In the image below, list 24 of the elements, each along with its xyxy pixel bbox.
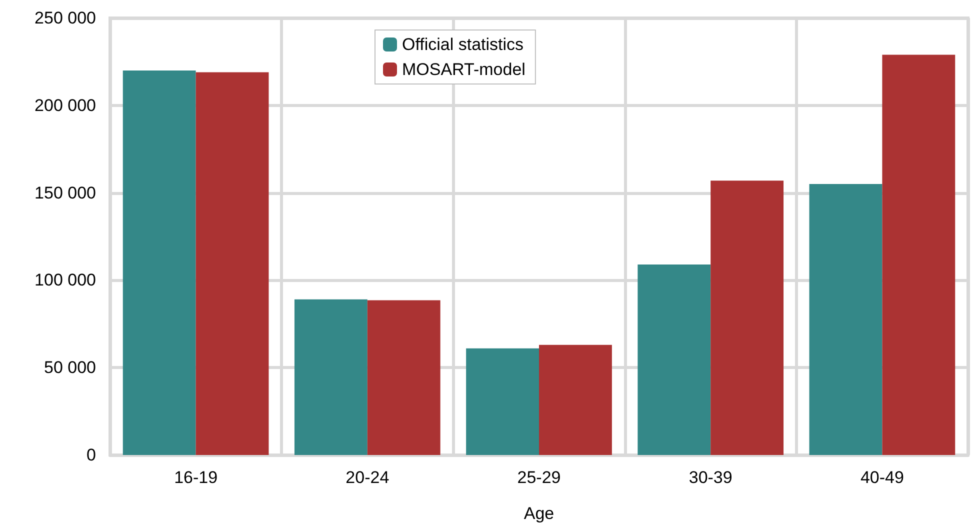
legend-label: MOSART-model xyxy=(402,60,526,79)
bar xyxy=(122,70,196,455)
x-tick-label: 40-49 xyxy=(860,468,904,487)
x-tick-label: 16-19 xyxy=(174,468,218,487)
bar xyxy=(638,264,711,455)
x-tick-label: 30-39 xyxy=(688,468,732,487)
y-tick-label: 200 000 xyxy=(34,96,96,115)
y-tick-label: 150 000 xyxy=(34,183,96,202)
bar xyxy=(809,184,882,455)
bar xyxy=(294,299,368,455)
y-tick-label: 50 000 xyxy=(44,358,96,378)
bar xyxy=(539,344,612,455)
y-tick-label: 0 xyxy=(86,446,96,464)
bar xyxy=(710,180,784,455)
x-tick-label: 25-29 xyxy=(517,468,561,487)
bar xyxy=(466,348,539,455)
bar xyxy=(882,54,956,455)
y-tick-label: 250 000 xyxy=(34,8,96,28)
bar xyxy=(196,72,269,455)
legend-label: Official statistics xyxy=(402,35,524,54)
x-tick-label: 20-24 xyxy=(346,468,390,487)
x-axis-title: Age xyxy=(524,504,554,523)
bar xyxy=(367,300,440,455)
y-tick-label: 100 000 xyxy=(34,270,96,290)
